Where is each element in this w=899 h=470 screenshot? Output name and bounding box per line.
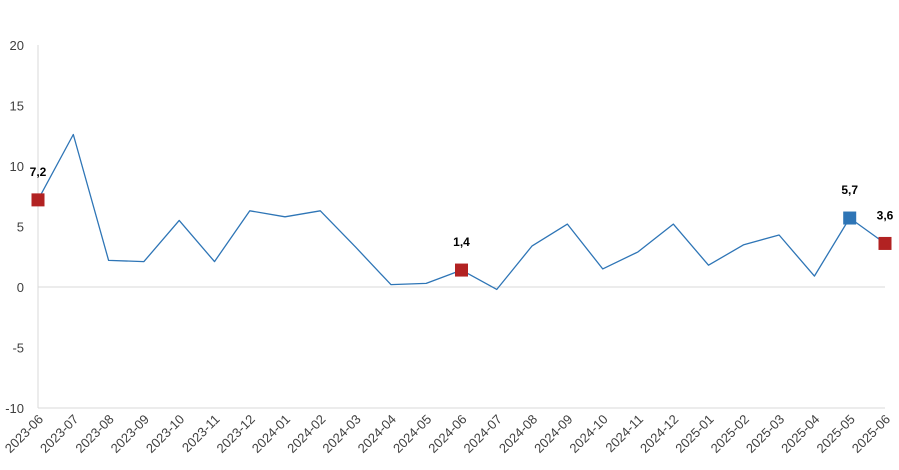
x-tick-label: 2024-04 (355, 412, 399, 456)
x-tick-label: 2025-02 (708, 412, 752, 456)
y-tick-label: -10 (5, 401, 24, 416)
x-tick-label: 2024-12 (637, 412, 681, 456)
axes (37, 45, 885, 409)
x-tick-label: 2025-03 (743, 412, 787, 456)
x-tick-label: 2025-04 (778, 412, 822, 456)
y-tick-label: -5 (12, 341, 24, 356)
x-tick-label: 2024-05 (390, 412, 434, 456)
x-tick-label: 2024-03 (319, 412, 363, 456)
highlight-marker (455, 263, 468, 277)
x-tick-label: 2023-07 (37, 412, 81, 456)
x-tick-label: 2023-12 (214, 412, 258, 456)
x-tick-label: 2023-06 (2, 412, 46, 456)
x-tick-label: 2023-08 (72, 412, 116, 456)
x-tick-label: 2024-02 (284, 412, 328, 456)
y-tick-label: 10 (10, 159, 24, 174)
y-tick-label: 15 (10, 99, 24, 114)
x-tick-label: 2025-01 (672, 412, 716, 456)
x-tick-label: 2024-10 (566, 412, 610, 456)
data-label: 7,2 (30, 165, 47, 179)
x-tick-label: 2024-07 (461, 412, 505, 456)
y-tick-label: 5 (17, 220, 24, 235)
data-label: 1,4 (453, 235, 470, 249)
highlight-marker (878, 236, 892, 250)
y-tick-labels: -10 -5 0 5 10 15 20 (5, 38, 24, 416)
y-tick-label: 0 (17, 280, 24, 295)
highlight-marker (843, 211, 857, 225)
highlight-markers (31, 193, 892, 277)
x-tick-label: 2024-09 (531, 412, 575, 456)
x-tick-label: 2023-10 (143, 412, 187, 456)
highlight-marker (31, 193, 45, 207)
x-tick-label: 2024-06 (425, 412, 469, 456)
data-label: 5,7 (841, 183, 858, 197)
x-tick-label: 2025-06 (849, 412, 893, 456)
x-tick-label: 2024-01 (249, 412, 293, 456)
x-tick-label: 2023-09 (108, 412, 152, 456)
x-tick-label: 2025-05 (813, 412, 857, 456)
data-label: 3,6 (877, 208, 894, 222)
data-labels: 7,2 1,4 5,7 3,6 (30, 165, 894, 249)
x-tick-label: 2024-08 (496, 412, 540, 456)
y-tick-label: 20 (10, 38, 24, 53)
